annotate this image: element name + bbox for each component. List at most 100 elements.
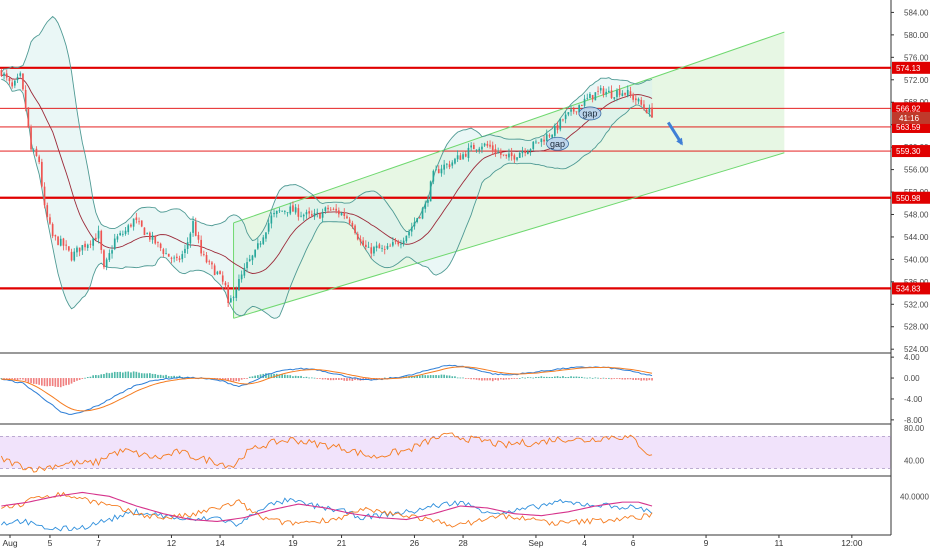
macd-histogram-bar (516, 378, 518, 379)
price-level-label: 566.92 (896, 104, 921, 113)
macd-histogram-bar (105, 372, 108, 379)
macd-histogram-bar (459, 377, 462, 379)
macd-histogram-bar (556, 376, 559, 379)
candle-body (146, 233, 148, 234)
macd-histogram-bar (221, 378, 224, 380)
time-tick-label: 28 (458, 538, 468, 548)
candle-body (124, 230, 127, 234)
candle-body (65, 244, 67, 246)
macd-histogram-bar (540, 376, 543, 379)
candle-body (545, 134, 548, 142)
price-level-tag (892, 102, 930, 115)
macd-histogram-bar (581, 376, 583, 379)
bollinger-lower-line (1, 78, 653, 319)
candle-body (632, 94, 634, 100)
candle-body (351, 222, 354, 227)
candle-body (230, 298, 232, 303)
candle-body (54, 235, 57, 237)
time-tick-label: 7 (96, 538, 101, 548)
candle-body (599, 87, 602, 91)
candle-body (221, 275, 224, 282)
macd-histogram-bar (16, 378, 19, 381)
macd-histogram-bar (167, 376, 170, 379)
candle-body (270, 215, 273, 224)
candle-body (321, 211, 324, 218)
macd-histogram-bar (578, 376, 580, 379)
candle-body (416, 218, 418, 222)
macd-histogram-bar (302, 377, 305, 379)
price-tick-label: 548.00 (904, 210, 929, 219)
candle-body (149, 232, 151, 240)
macd-histogram-bar (365, 378, 367, 380)
price-level-label: 550.98 (896, 194, 921, 203)
candle-body (532, 141, 535, 149)
price-level-label: 559.30 (896, 147, 921, 156)
candle-body (184, 248, 186, 254)
candle-body (524, 151, 526, 154)
candle-body (294, 207, 297, 213)
macd-histogram-bar (95, 375, 97, 379)
macd-histogram-bar (81, 378, 84, 379)
macd-histogram-bar (219, 378, 221, 380)
candle-body (95, 237, 97, 240)
macd-histogram-bar (497, 378, 499, 381)
macd-histogram-bar (111, 372, 113, 379)
macd-histogram-bar (265, 373, 267, 379)
macd-histogram-bar (68, 378, 70, 385)
candle-body (262, 237, 265, 244)
candle-body (346, 216, 348, 219)
macd-histogram-bar (437, 375, 440, 379)
macd-histogram-bar (545, 376, 548, 379)
candle-body (483, 143, 486, 146)
candle-body (481, 146, 483, 150)
macd-histogram-bar (626, 378, 629, 380)
candle-body (219, 271, 221, 275)
macd-histogram-bar (32, 378, 35, 384)
macd-histogram-bar (329, 378, 332, 381)
macd-histogram-bar (489, 378, 491, 381)
candle-body (567, 112, 570, 115)
channel-upper-line (233, 31, 785, 224)
candle-body (14, 80, 16, 86)
candle-body (213, 265, 216, 276)
macd-histogram-bar (602, 377, 605, 379)
candle-body (491, 145, 494, 151)
candle-body (427, 200, 429, 203)
price-tick-label: 544.00 (904, 233, 929, 242)
macd-histogram-bar (340, 378, 343, 380)
candle-body (635, 98, 637, 101)
candle-body (626, 89, 629, 97)
candle-body (581, 105, 583, 106)
candle-body (451, 162, 454, 166)
candle-body (194, 221, 197, 236)
candle-body (462, 154, 464, 159)
candle-body (362, 240, 364, 246)
macd-histogram-bar (537, 376, 540, 379)
candle-body (119, 233, 121, 236)
candle-body (394, 240, 397, 242)
macd-histogram-bar (351, 378, 354, 381)
gap-marker (578, 106, 602, 121)
macd-histogram-bar (57, 378, 59, 387)
candle-body (127, 225, 130, 233)
candle-body (518, 152, 521, 158)
price-tick-label: 556.00 (904, 166, 929, 175)
candle-body (186, 242, 189, 249)
macd-histogram-bar (297, 376, 300, 379)
candle-body (70, 251, 73, 261)
candle-body (286, 212, 289, 214)
macd-histogram-bar (14, 378, 16, 381)
candle-body (38, 156, 40, 163)
candle-body (556, 124, 559, 130)
macd-histogram-bar (605, 378, 607, 379)
candle-body (84, 243, 86, 248)
down-arrow-head (676, 137, 683, 146)
candle-body (27, 107, 30, 127)
macd-histogram-bar (478, 378, 481, 381)
macd-histogram-bar (92, 375, 94, 379)
candle-body (513, 155, 516, 160)
macd-histogram-bar (494, 378, 497, 380)
candle-body (243, 267, 246, 276)
time-tick-label: 21 (337, 538, 347, 548)
